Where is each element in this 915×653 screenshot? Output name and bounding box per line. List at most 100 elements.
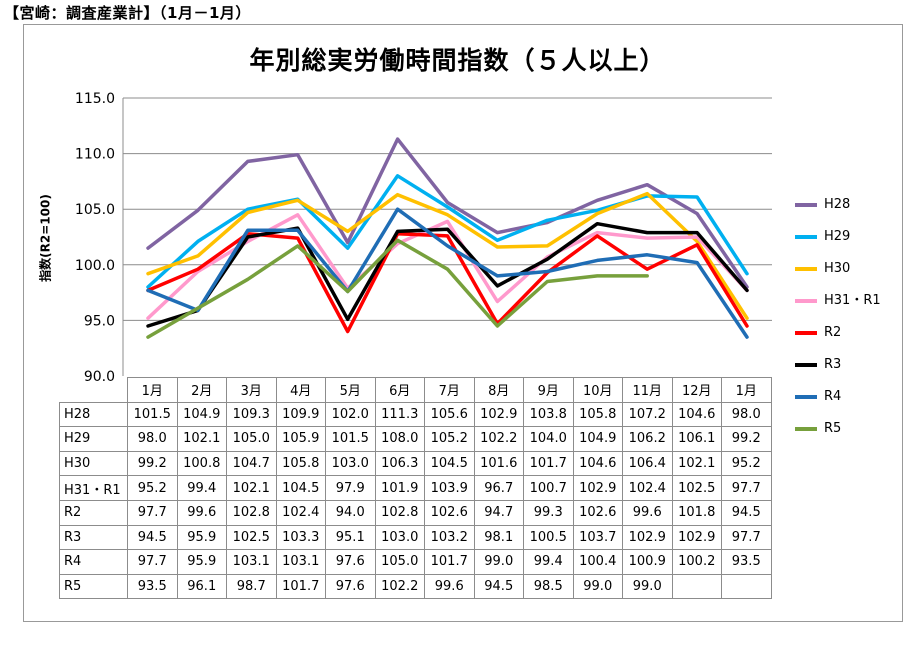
- legend-swatch: [795, 299, 817, 303]
- data-label: 103.1: [275, 549, 326, 575]
- legend-swatch: [795, 235, 817, 239]
- data-label: 105.0: [226, 426, 277, 452]
- data-label: 99.4: [176, 475, 227, 501]
- data-label: 100.8: [176, 450, 227, 477]
- data-label: 105.2: [424, 426, 475, 452]
- data-label: 99.2: [721, 426, 772, 452]
- data-label: 98.5: [523, 573, 574, 600]
- row-label: H30: [59, 450, 128, 477]
- data-label: 102.5: [671, 475, 722, 501]
- data-label: 95.9: [176, 549, 227, 575]
- data-label: 101.6: [473, 450, 524, 477]
- series-line-3: [146, 191, 749, 320]
- data-label: 104.7: [226, 450, 277, 477]
- data-label: 104.0: [523, 426, 574, 452]
- table-row: R2 97.7 99.6 102.8 102.4 94.0 102.8 102.6 94.7 99…: [59, 499, 772, 526]
- data-label: 99.0: [622, 573, 673, 600]
- series-line-7: [146, 207, 749, 339]
- x-tick-label: 1月: [721, 377, 772, 403]
- data-label: 101.5: [325, 426, 376, 452]
- data-label: 104.9: [572, 426, 623, 452]
- table-row: R5 93.5 96.1 98.7 101.7 97.6 102.2 99.6 94.5 98.5…: [59, 573, 772, 600]
- legend-swatch: [795, 395, 817, 399]
- x-tick-label: 12月: [671, 377, 722, 403]
- data-label: 103.9: [424, 475, 475, 501]
- data-label: 105.6: [424, 401, 475, 428]
- legend-label: R4: [824, 389, 842, 404]
- data-label: 105.8: [572, 401, 623, 428]
- x-tick-label: 6月: [374, 377, 425, 403]
- legend-label: R2: [824, 325, 842, 340]
- x-tick-label: 5月: [325, 377, 376, 403]
- data-label: 97.7: [127, 549, 178, 575]
- data-label: 103.3: [275, 524, 326, 551]
- data-label: 103.0: [374, 524, 425, 551]
- data-label: 95.2: [127, 475, 178, 501]
- data-label: 98.0: [127, 426, 178, 452]
- table-corner: [59, 377, 128, 403]
- row-label: R2: [59, 499, 128, 526]
- data-label: 101.7: [275, 573, 326, 600]
- data-label: 97.6: [325, 549, 376, 575]
- data-table: 1月 2月 3月 4月 5月 6月 7月 8月 9月 10月 11月 12月 1月 H28 101.5 104…: [59, 377, 772, 600]
- data-label: 94.0: [325, 499, 376, 526]
- data-label: 99.6: [622, 499, 673, 526]
- data-label: 102.4: [622, 475, 673, 501]
- data-label: 104.6: [572, 450, 623, 477]
- data-label: 97.7: [721, 524, 772, 551]
- data-label: 109.3: [226, 401, 277, 428]
- data-label: 103.2: [424, 524, 475, 551]
- legend-swatch: [795, 203, 817, 207]
- row-label: R5: [59, 573, 128, 600]
- table-row: R4 97.7 95.9 103.1 103.1 97.6 105.0 101.7 99.0 99…: [59, 549, 772, 575]
- data-label: 105.8: [275, 450, 326, 477]
- data-label: 98.0: [721, 401, 772, 428]
- data-label: 93.5: [721, 549, 772, 575]
- legend-swatch: [795, 427, 817, 431]
- data-label: 98.1: [473, 524, 524, 551]
- data-label: 99.6: [176, 499, 227, 526]
- data-label: 99.2: [127, 450, 178, 477]
- data-label: 97.7: [127, 499, 178, 526]
- y-tick-label: 110.0: [75, 147, 115, 163]
- data-label: 101.8: [671, 499, 722, 526]
- data-label: 102.9: [473, 401, 524, 428]
- data-label: 96.1: [176, 573, 227, 600]
- chart-title: 年別総実労働時間指数（５人以上）: [249, 46, 666, 75]
- row-label: R4: [59, 549, 128, 575]
- data-label: 93.5: [127, 573, 178, 600]
- data-label: 96.7: [473, 475, 524, 501]
- sheet-header: 【宮崎：調査産業計】（1月－1月）: [4, 4, 251, 22]
- y-tick-label: 105.0: [75, 202, 115, 218]
- x-tick-label: 11月: [622, 377, 673, 403]
- data-label: 100.4: [572, 549, 623, 575]
- table-row: H29 98.0 102.1 105.0 105.9 101.5 108.0 105.2 102…: [59, 426, 772, 452]
- series-line-8: [146, 238, 649, 339]
- data-label: 102.4: [275, 499, 326, 526]
- series-lines: [146, 137, 749, 339]
- data-label: 99.4: [523, 549, 574, 575]
- data-label: 102.9: [671, 524, 722, 551]
- data-label: 95.1: [325, 524, 376, 551]
- data-label: 102.9: [572, 475, 623, 501]
- legend-label: R5: [824, 421, 842, 436]
- data-label: 106.1: [671, 426, 722, 452]
- row-label: H31・R1: [59, 475, 128, 501]
- data-label: 103.1: [226, 549, 277, 575]
- y-tick-label: 115.0: [75, 91, 115, 107]
- data-label: 102.2: [473, 426, 524, 452]
- data-label: 101.5: [127, 401, 178, 428]
- row-label: H28: [59, 401, 128, 428]
- data-label: 104.9: [176, 401, 227, 428]
- x-tick-label: 2月: [176, 377, 227, 403]
- data-label: 106.4: [622, 450, 673, 477]
- legend-label: R3: [824, 357, 842, 372]
- data-label: 100.9: [622, 549, 673, 575]
- series-line-6: [146, 221, 749, 328]
- table-row: H28 101.5 104.9 109.3 109.9 102.0 111.3 105.6 10…: [59, 401, 772, 428]
- data-label: 108.0: [374, 426, 425, 452]
- x-tick-label: 9月: [523, 377, 574, 403]
- data-label: 94.5: [721, 499, 772, 526]
